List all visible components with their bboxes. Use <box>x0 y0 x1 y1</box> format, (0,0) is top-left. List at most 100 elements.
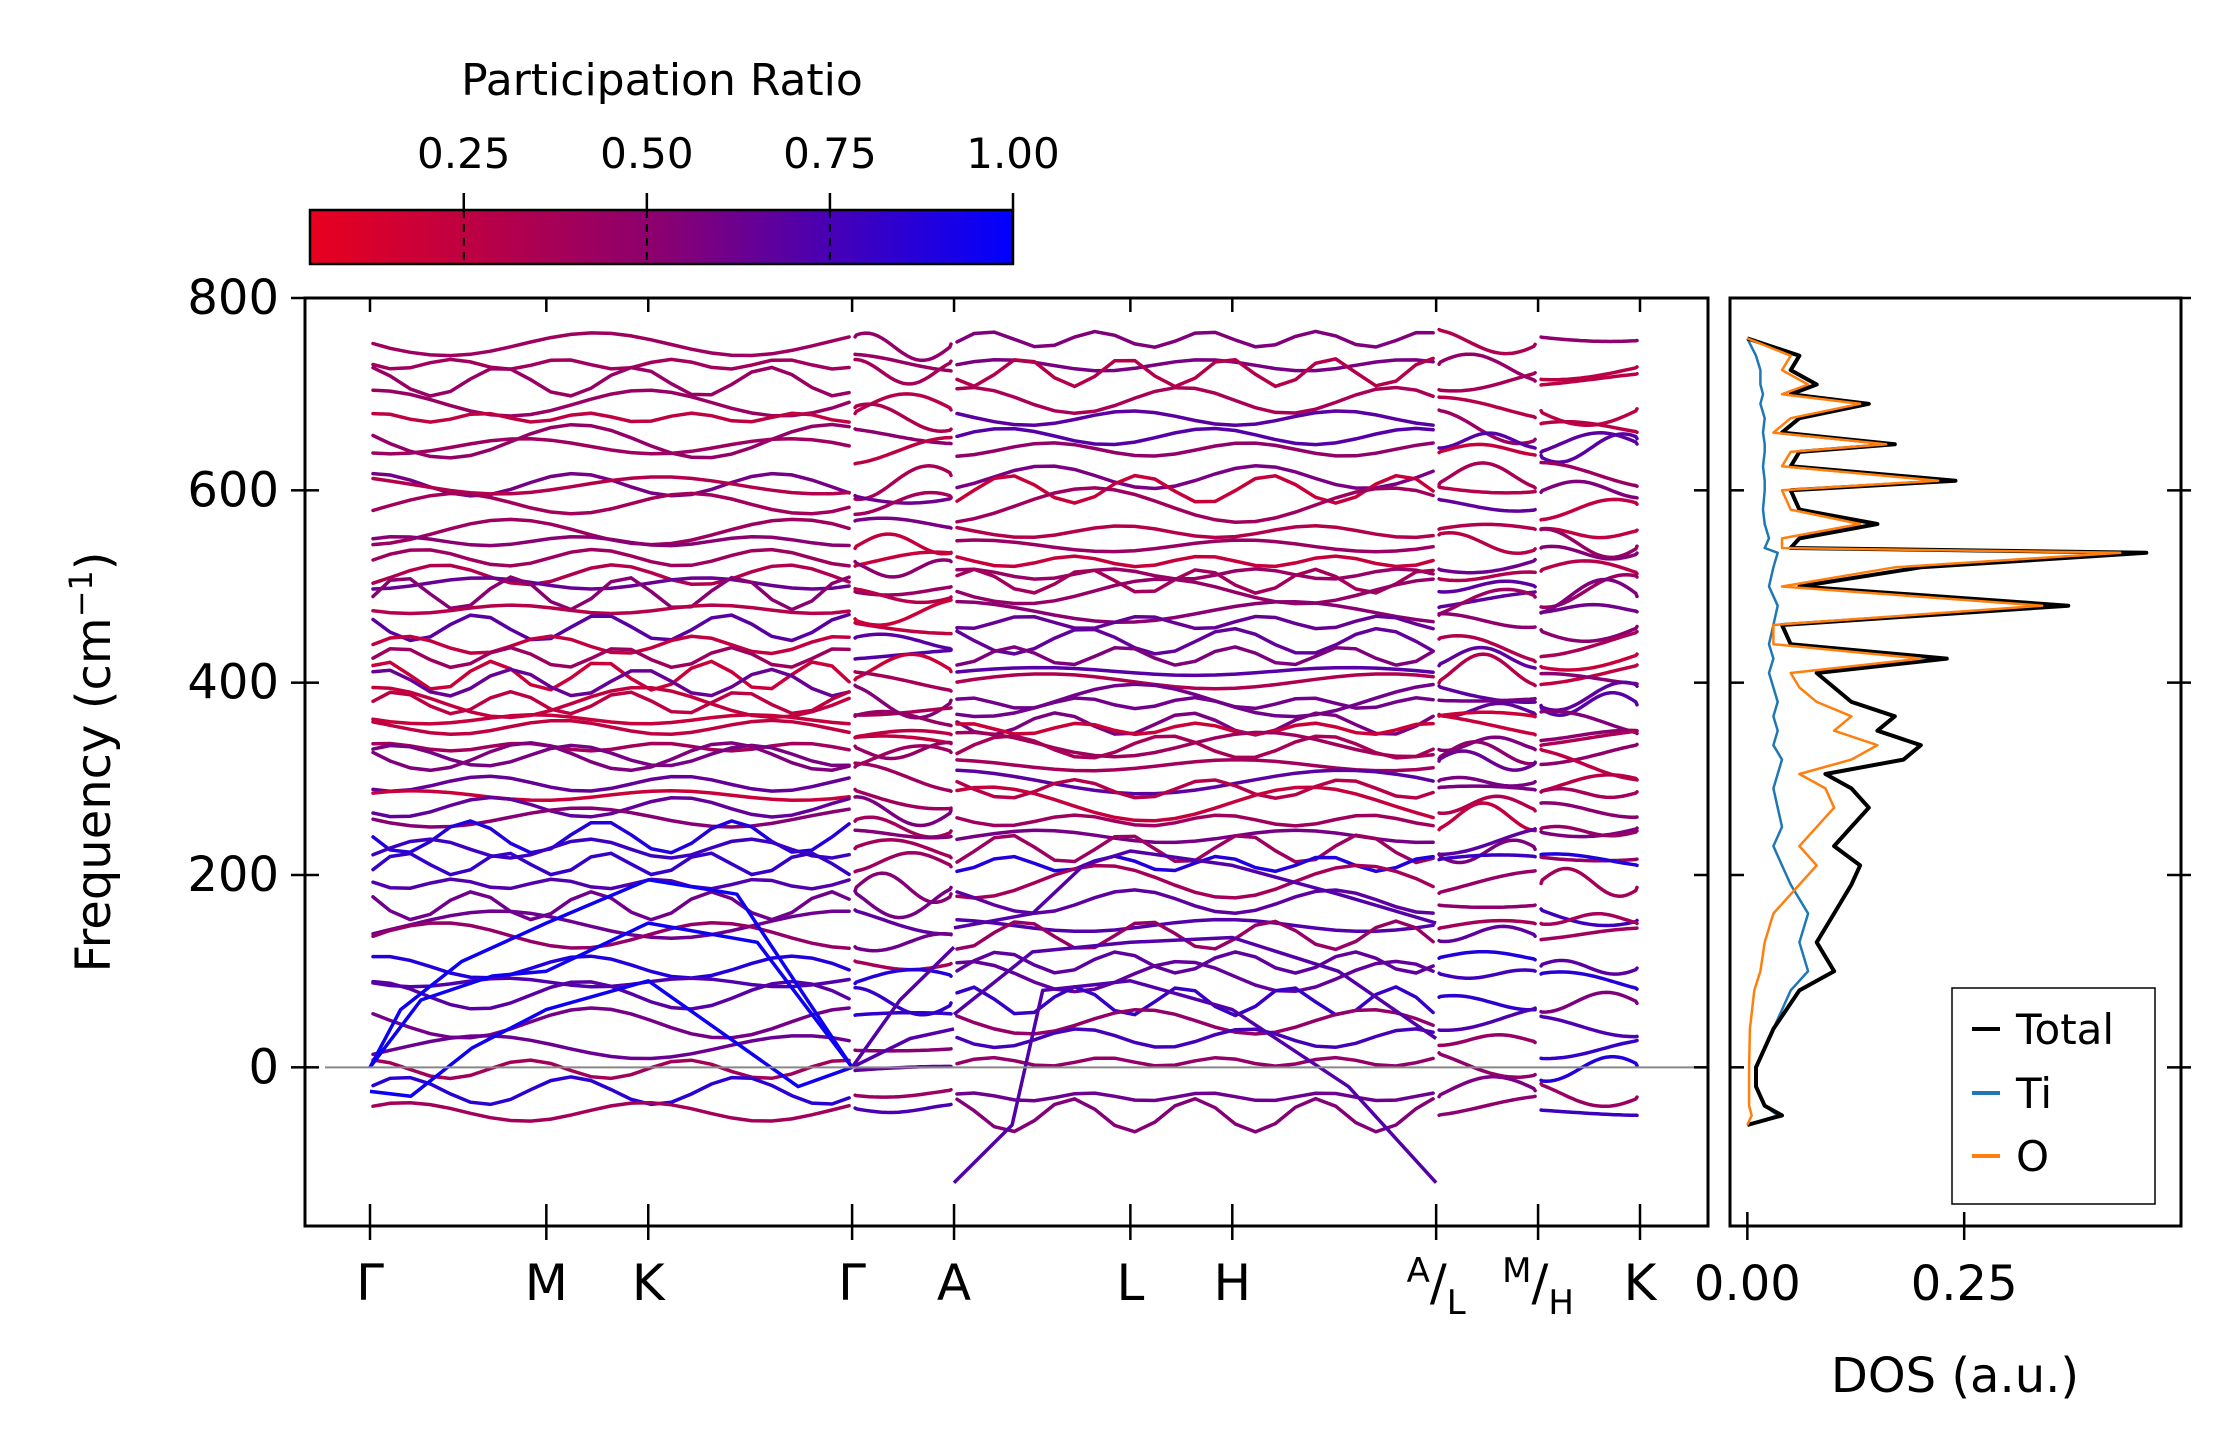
y-axis-label-main: Frequency (cm <box>66 617 122 972</box>
phonon-band <box>371 713 851 726</box>
dos-x-tick-label: 0.00 <box>1694 1256 1801 1312</box>
phonon-band <box>1539 773 1639 794</box>
dos-ticks: 0.00 0.25 <box>1694 296 2191 1312</box>
phonon-band <box>853 871 953 904</box>
phonon-band <box>955 567 1435 595</box>
phonon-band <box>1437 634 1537 664</box>
phonon-band <box>371 795 851 819</box>
phonon-band <box>371 357 851 371</box>
phonon-band <box>1437 522 1537 532</box>
phonon-band <box>1437 1033 1537 1048</box>
phonon-band <box>1437 557 1537 575</box>
colorbar-gradient <box>308 208 1015 266</box>
phonon-band <box>1437 1006 1537 1033</box>
acoustic-branch <box>368 921 854 1069</box>
phonon-band <box>1437 485 1537 495</box>
phonon-band <box>371 645 851 670</box>
phonon-band <box>955 919 1435 952</box>
phonon-band <box>853 670 953 693</box>
phonon-band <box>955 538 1435 554</box>
y-axis-label: Frequency (cm−1) <box>62 551 122 972</box>
phonon-band <box>955 917 1435 934</box>
phonon-band <box>955 473 1435 505</box>
phonon-band <box>371 774 851 793</box>
legend: Total Ti O <box>1951 987 2156 1205</box>
phonon-band <box>1437 749 1537 772</box>
phonon-band <box>1539 742 1639 767</box>
phonon-band <box>1437 775 1537 788</box>
phonon-band <box>853 357 953 386</box>
phonon-band <box>1539 958 1639 976</box>
k-point-label-main: / <box>1532 1254 1549 1312</box>
colorbar: Participation Ratio 0.25 0.50 0.75 1.00 <box>308 55 1060 266</box>
phonon-band <box>955 614 1435 631</box>
phonon-band <box>1437 1094 1537 1118</box>
y-axis-label-sup: −1 <box>62 570 100 617</box>
phonon-band <box>853 740 953 761</box>
phonon-band <box>1539 970 1639 991</box>
k-point-label-main: / <box>1430 1254 1447 1312</box>
dos-curve-ti <box>1746 337 1810 1127</box>
phonon-band <box>1539 1108 1639 1118</box>
phonon-band <box>955 785 1435 823</box>
phonon-band <box>955 524 1435 540</box>
band-y-ticks: 0 200 400 600 800 <box>187 270 1708 1095</box>
phonon-band <box>955 1027 1435 1050</box>
phonon-band <box>853 1047 953 1053</box>
phonon-band <box>371 954 851 980</box>
dos-curve-o <box>1746 337 2122 1126</box>
phonon-band <box>1539 407 1639 427</box>
y-tick-label: 400 <box>187 655 279 711</box>
phonon-band <box>371 979 851 1011</box>
phonon-band <box>955 730 1435 759</box>
acoustic-branch <box>952 935 1438 1040</box>
phonon-band <box>853 550 953 568</box>
k-point-label: Γ <box>838 1254 866 1312</box>
phonon-band <box>1539 629 1639 659</box>
phonon-band <box>371 659 851 692</box>
phonon-band <box>1539 911 1639 927</box>
k-point-label: H <box>1213 1254 1251 1312</box>
phonon-band <box>371 921 851 950</box>
phonon-band <box>1437 853 1537 862</box>
phonon-band <box>371 475 851 496</box>
phonon-band <box>1437 461 1537 490</box>
phonon-band <box>955 356 1435 389</box>
phonon-band <box>1437 684 1537 704</box>
k-point-label-sub: H <box>1548 1283 1574 1323</box>
y-tick-label: 800 <box>187 270 279 326</box>
phonon-band <box>955 441 1435 458</box>
phonon-band <box>1539 852 1639 868</box>
dos-x-axis-label: DOS (a.u.) <box>1831 1348 2079 1404</box>
k-point-label: M <box>525 1254 568 1312</box>
phonon-band <box>853 985 953 1017</box>
colorbar-tick-label: 1.00 <box>966 129 1060 178</box>
phonon-band <box>955 554 1435 569</box>
phonon-band <box>1437 327 1537 356</box>
phonon-band <box>853 493 953 505</box>
phonon-band <box>853 734 953 746</box>
phonon-band <box>371 603 851 616</box>
phonon-band <box>1437 497 1537 513</box>
phonon-band <box>955 768 1435 796</box>
phonon-band <box>1437 1051 1537 1079</box>
acoustic-branch <box>851 1027 955 1069</box>
phonon-band <box>371 547 851 568</box>
phonon-band <box>955 950 1435 975</box>
phonon-band <box>955 672 1435 691</box>
phonon-band <box>1437 903 1537 910</box>
phonon-band <box>853 838 953 860</box>
phonon-band <box>853 850 953 874</box>
phonon-band <box>955 385 1435 416</box>
k-point-label-sub: L <box>1447 1283 1466 1323</box>
phonon-band <box>853 908 953 936</box>
phonon-band <box>853 761 953 793</box>
phonon-band <box>1437 611 1537 630</box>
phonon-band <box>371 741 851 773</box>
phonon-band <box>853 885 953 920</box>
phonon-band <box>853 586 953 605</box>
phonon-band <box>853 1102 953 1115</box>
phonon-band <box>1539 728 1639 743</box>
phonon-band <box>853 427 953 446</box>
